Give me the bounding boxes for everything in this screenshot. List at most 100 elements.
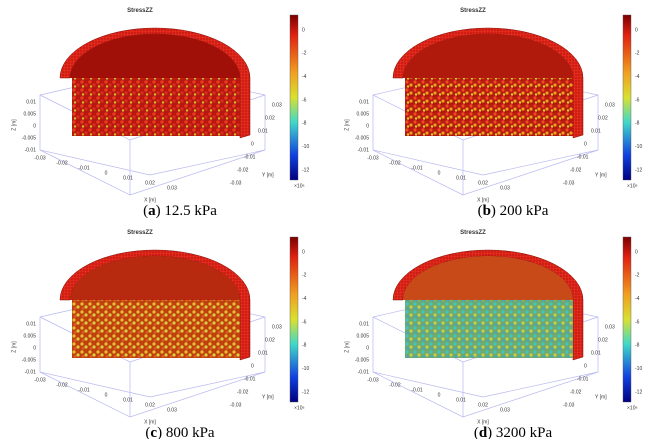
colorbar <box>289 236 299 403</box>
z-tick: -0.005 <box>355 357 369 363</box>
caption-open: ( <box>145 425 150 439</box>
colorbar-tick: -2 <box>302 51 307 57</box>
section-face <box>405 300 573 358</box>
caption-text: ) 3200 kPa <box>487 425 552 439</box>
caption-text: ) 200 kPa <box>491 203 549 219</box>
y-tick: -0.02 <box>237 167 249 173</box>
colorbar-tick: 0 <box>302 27 305 33</box>
x-tick: 0.01 <box>123 397 133 403</box>
colorbar-tick: -4 <box>635 74 640 80</box>
x-tick: -0.03 <box>34 377 46 383</box>
caption-letter: c <box>150 425 157 439</box>
colorbar-tick: -12 <box>302 389 309 395</box>
caption: (a) 12.5 kPa <box>143 203 217 219</box>
z-tick: 0.005 <box>23 111 36 117</box>
bounding-box <box>372 149 599 196</box>
y-tick: 0.01 <box>591 350 601 356</box>
x-tick: -0.02 <box>56 382 68 388</box>
colorbar-tick: 0 <box>635 249 638 255</box>
y-tick: 0 <box>251 141 254 147</box>
x-tick: -0.01 <box>78 387 90 393</box>
x-tick: 0 <box>105 170 108 176</box>
y-tick: -0.03 <box>563 402 575 408</box>
y-tick: 0 <box>584 141 587 147</box>
caption-letter: d <box>479 425 488 439</box>
z-tick: 0.005 <box>356 111 369 117</box>
x-label: X [m] <box>144 419 156 425</box>
panel: StressZZ 0 -2 -4 -6 -8 -10 -12 ×10⁶ 0.01 0.005 0 -0.… <box>344 8 642 219</box>
z-label: Z [m] <box>11 119 17 131</box>
z-tick: -0.01 <box>358 147 370 153</box>
x-label: X [m] <box>144 197 156 203</box>
colorbar-exponent: ×10⁶ <box>627 405 638 411</box>
x-tick: 0.03 <box>167 407 177 413</box>
y-tick: -0.02 <box>570 389 582 395</box>
x-tick: 0.02 <box>478 402 488 408</box>
colorbar-tick: -10 <box>635 144 642 150</box>
z-label: Z [m] <box>11 341 17 353</box>
colorbar-tick: -6 <box>635 97 640 103</box>
x-tick: 0.01 <box>456 175 466 181</box>
colorbar <box>622 236 632 403</box>
caption: (b) 200 kPa <box>478 203 549 219</box>
colorbar-tick: 0 <box>302 249 305 255</box>
z-label: Z [m] <box>344 341 350 353</box>
x-tick: -0.03 <box>34 155 46 161</box>
y-tick: -0.01 <box>244 154 256 160</box>
z-tick: -0.005 <box>22 135 36 141</box>
colorbar-tick: -6 <box>302 97 307 103</box>
x-tick: -0.01 <box>78 165 90 171</box>
caption-letter: a <box>148 203 156 219</box>
x-tick: 0 <box>438 170 441 176</box>
y-tick: 0 <box>251 363 254 369</box>
x-tick: 0.01 <box>123 175 133 181</box>
y-tick: 0.02 <box>598 115 608 121</box>
colorbar <box>622 14 632 181</box>
z-tick: -0.01 <box>358 369 370 375</box>
x-tick: -0.03 <box>367 155 379 161</box>
x-tick: -0.01 <box>411 165 423 171</box>
colorbar-tick: -10 <box>635 366 642 372</box>
panel: StressZZ 0 -2 -4 -6 -8 -10 -12 ×10⁶ 0.01 0.005 0 -0.… <box>11 230 309 439</box>
colorbar-tick: -4 <box>302 74 307 80</box>
z-tick: 0 <box>366 345 369 351</box>
colorbar-tick: -8 <box>302 343 307 349</box>
bounding-box <box>39 149 266 196</box>
top-surface <box>403 34 573 78</box>
y-tick: -0.01 <box>577 154 589 160</box>
y-tick: 0.01 <box>591 128 601 134</box>
colorbar <box>289 14 299 181</box>
colorbar-tick: -2 <box>635 273 640 279</box>
colorbar-tick: -10 <box>302 366 309 372</box>
colorbar-tick: -8 <box>635 343 640 349</box>
colorbar-tick: -4 <box>635 296 640 302</box>
bounding-box <box>372 371 599 418</box>
z-tick: 0 <box>366 123 369 129</box>
colorbar-tick: -12 <box>635 167 642 173</box>
z-label: Z [m] <box>344 119 350 131</box>
caption-letter: b <box>483 203 491 219</box>
y-tick: 0.03 <box>605 102 615 108</box>
top-surface <box>403 256 573 300</box>
y-tick: -0.03 <box>563 180 575 186</box>
x-tick: 0.02 <box>478 180 488 186</box>
z-tick: 0.01 <box>359 321 369 327</box>
z-tick: 0.005 <box>23 333 36 339</box>
y-tick: 0.03 <box>272 102 282 108</box>
caption-text: ) 800 kPa <box>157 425 215 439</box>
z-tick: 0.01 <box>26 99 36 105</box>
caption-open: ( <box>143 203 148 219</box>
x-tick: -0.01 <box>411 387 423 393</box>
caption: (c) 800 kPa <box>145 425 215 439</box>
x-tick: 0.03 <box>500 407 510 413</box>
colorbar-tick: -8 <box>635 121 640 127</box>
plot-title: StressZZ <box>460 230 486 236</box>
colorbar-tick: -2 <box>635 51 640 57</box>
y-tick: 0.03 <box>605 324 615 330</box>
colorbar-tick: 0 <box>635 27 638 33</box>
x-tick: 0 <box>105 392 108 398</box>
z-tick: 0 <box>33 123 36 129</box>
colorbar-exponent: ×10⁶ <box>627 183 638 189</box>
colorbar-exponent: ×10⁶ <box>294 405 305 411</box>
z-tick: 0 <box>33 345 36 351</box>
